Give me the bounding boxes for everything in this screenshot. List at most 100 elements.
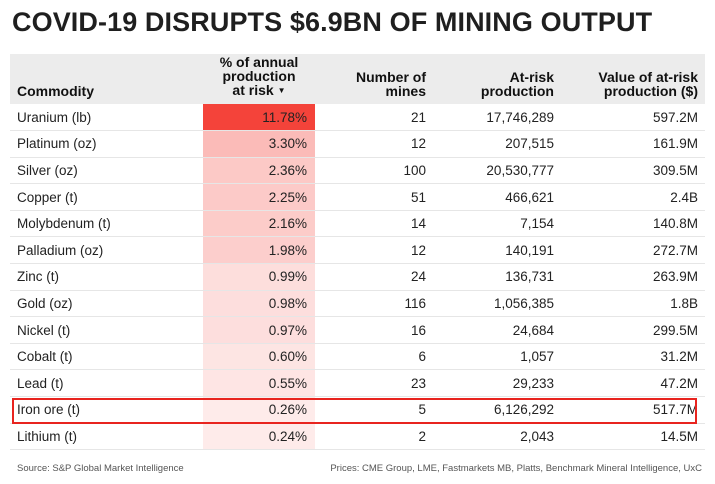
production-cell: 7,154 [433, 210, 561, 238]
commodity-cell: Palladium (oz) [10, 236, 203, 265]
header-mines-line-1: Number of [356, 69, 426, 85]
header-pct-line-1: % of annual [219, 53, 299, 70]
pct-at-risk-cell: 11.78% [203, 104, 315, 132]
production-cell: 29,233 [433, 369, 561, 398]
value-cell: 140.8M [561, 210, 705, 238]
value-cell: 299.5M [561, 316, 705, 344]
table-row: Nickel (t) 0.97% 16 24,684 299.5M [10, 316, 705, 344]
commodity-cell: Molybdenum (t) [10, 210, 203, 238]
header-commodity[interactable]: Commodity [10, 54, 203, 104]
mines-cell: 12 [315, 130, 433, 158]
value-cell: 517.7M [561, 396, 705, 424]
pct-at-risk-cell: 2.36% [203, 157, 315, 185]
commodity-cell: Nickel (t) [10, 316, 203, 344]
value-cell: 597.2M [561, 104, 705, 132]
value-cell: 1.8B [561, 290, 705, 318]
pct-at-risk-cell: 0.97% [203, 316, 315, 344]
table-row: Gold (oz) 0.98% 116 1,056,385 1.8B [10, 290, 705, 318]
commodity-cell: Lead (t) [10, 369, 203, 398]
header-pct-at-risk[interactable]: % of annual production at risk ▼ [203, 54, 315, 104]
header-value-at-risk[interactable]: Value of at-risk production ($) [561, 54, 705, 104]
pct-at-risk-cell: 3.30% [203, 130, 315, 158]
production-cell: 17,746,289 [433, 104, 561, 132]
value-cell: 2.4B [561, 183, 705, 211]
pct-at-risk-cell: 0.24% [203, 423, 315, 451]
pct-at-risk-cell: 2.16% [203, 210, 315, 238]
header-pct-line-3: at risk [232, 81, 274, 98]
commodity-cell: Platinum (oz) [10, 130, 203, 158]
mines-cell: 24 [315, 263, 433, 291]
commodity-cell: Lithium (t) [10, 423, 203, 451]
table-body: Uranium (lb) 11.78% 21 17,746,289 597.2M Plat… [10, 104, 705, 451]
table-row: Iron ore (t) 0.26% 5 6,126,292 517.7M [10, 396, 705, 424]
pct-at-risk-cell: 2.25% [203, 183, 315, 211]
commodity-cell: Iron ore (t) [10, 396, 203, 424]
pct-at-risk-cell: 0.99% [203, 263, 315, 291]
table-row: Uranium (lb) 11.78% 21 17,746,289 597.2M [10, 104, 705, 132]
commodity-cell: Gold (oz) [10, 290, 203, 318]
table-row: Palladium (oz) 1.98% 12 140,191 272.7M [10, 236, 705, 265]
value-cell: 309.5M [561, 157, 705, 185]
commodity-cell: Zinc (t) [10, 263, 203, 291]
mines-cell: 5 [315, 396, 433, 424]
commodity-table: Commodity % of annual production at risk… [10, 54, 705, 451]
mines-cell: 51 [315, 183, 433, 211]
mines-cell: 6 [315, 343, 433, 371]
mines-cell: 116 [315, 290, 433, 318]
table-row: Lead (t) 0.55% 23 29,233 47.2M [10, 369, 705, 398]
pct-at-risk-cell: 0.55% [203, 369, 315, 398]
table-row: Silver (oz) 2.36% 100 20,530,777 309.5M [10, 157, 705, 185]
commodity-cell: Copper (t) [10, 183, 203, 211]
mines-cell: 2 [315, 423, 433, 451]
prices-note: Prices: CME Group, LME, Fastmarkets MB, … [330, 463, 702, 474]
pct-at-risk-cell: 0.98% [203, 290, 315, 318]
production-cell: 1,056,385 [433, 290, 561, 318]
pct-at-risk-cell: 0.60% [203, 343, 315, 371]
production-cell: 24,684 [433, 316, 561, 344]
production-cell: 466,621 [433, 183, 561, 211]
header-at-risk-production[interactable]: At-risk production [433, 54, 561, 104]
header-production-line-2: production [480, 83, 554, 99]
table-row: Zinc (t) 0.99% 24 136,731 263.9M [10, 263, 705, 291]
value-cell: 14.5M [561, 423, 705, 451]
header-mines-line-2: mines [385, 83, 426, 99]
mines-cell: 16 [315, 316, 433, 344]
header-number-of-mines[interactable]: Number of mines [315, 54, 433, 104]
mines-cell: 21 [315, 104, 433, 132]
mines-cell: 23 [315, 369, 433, 398]
production-cell: 1,057 [433, 343, 561, 371]
table-row: Platinum (oz) 3.30% 12 207,515 161.9M [10, 130, 705, 158]
chart-title: COVID-19 DISRUPTS $6.9BN OF MINING OUTPU… [12, 7, 653, 37]
production-cell: 2,043 [433, 423, 561, 451]
commodity-cell: Silver (oz) [10, 157, 203, 185]
header-pct-line-2: production [222, 67, 296, 84]
mines-cell: 100 [315, 157, 433, 185]
header-value-line-2: production ($) [603, 83, 698, 99]
commodity-cell: Uranium (lb) [10, 104, 203, 132]
mines-cell: 14 [315, 210, 433, 238]
production-cell: 207,515 [433, 130, 561, 158]
production-cell: 20,530,777 [433, 157, 561, 185]
mines-cell: 12 [315, 236, 433, 265]
value-cell: 272.7M [561, 236, 705, 265]
sort-descending-icon: ▼ [277, 86, 286, 95]
header-value-line-1: Value of at-risk [598, 69, 698, 85]
production-cell: 6,126,292 [433, 396, 561, 424]
pct-at-risk-cell: 1.98% [203, 236, 315, 265]
source-note: Source: S&P Global Market Intelligence [17, 463, 184, 474]
production-cell: 140,191 [433, 236, 561, 265]
value-cell: 161.9M [561, 130, 705, 158]
table-row: Molybdenum (t) 2.16% 14 7,154 140.8M [10, 210, 705, 238]
header-production-line-1: At-risk [509, 69, 554, 85]
header-commodity-line: Commodity [17, 83, 94, 99]
table-header-row: Commodity % of annual production at risk… [10, 54, 705, 104]
value-cell: 47.2M [561, 369, 705, 398]
production-cell: 136,731 [433, 263, 561, 291]
table-row: Cobalt (t) 0.60% 6 1,057 31.2M [10, 343, 705, 371]
table-row: Lithium (t) 0.24% 2 2,043 14.5M [10, 423, 705, 451]
value-cell: 263.9M [561, 263, 705, 291]
table-row: Copper (t) 2.25% 51 466,621 2.4B [10, 183, 705, 211]
value-cell: 31.2M [561, 343, 705, 371]
pct-at-risk-cell: 0.26% [203, 396, 315, 424]
commodity-cell: Cobalt (t) [10, 343, 203, 371]
